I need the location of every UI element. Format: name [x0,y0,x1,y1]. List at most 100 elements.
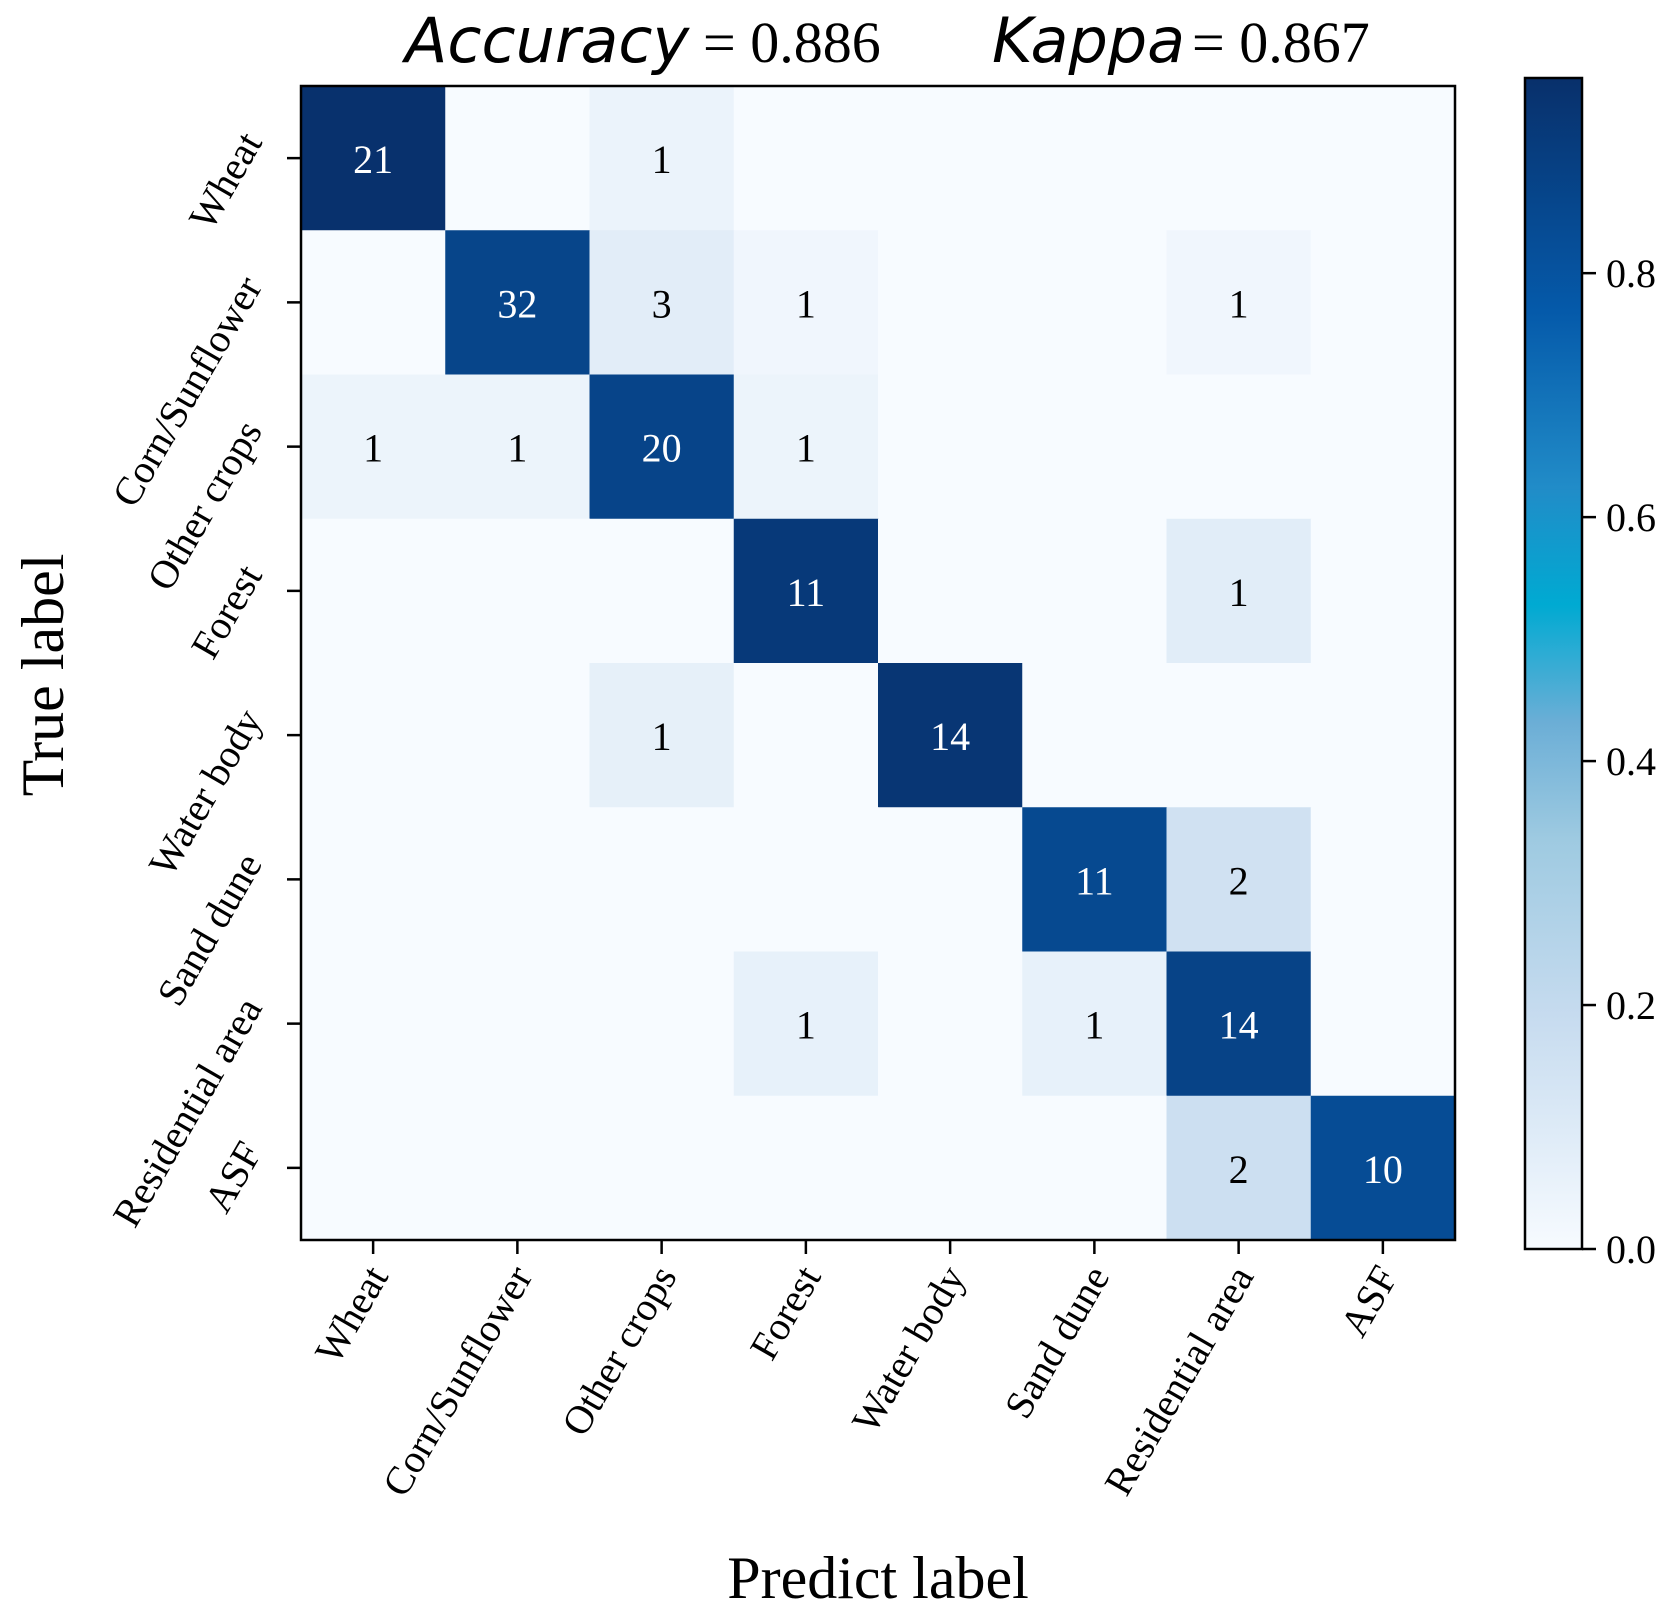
heatmap-cell [1310,374,1456,520]
x-tick-label: Wheat [306,1258,397,1371]
heatmap-cell [445,663,591,808]
x-tick-label: Corn/Sunflower [373,1258,541,1504]
heatmap-cell [1310,1095,1456,1241]
cell-value-label: 21 [353,137,393,182]
x-tick-label: Other crops [553,1258,686,1443]
x-tick-label: Residential area [1095,1258,1262,1503]
heatmap-cell [1310,663,1456,808]
cell-value-label: 1 [1084,1003,1104,1048]
heatmap-cell [1022,518,1168,664]
heatmap-cell [1310,86,1456,231]
cell-value-label: 14 [930,714,970,759]
heatmap-cell [878,230,1023,376]
heatmap-cell [1022,1095,1168,1241]
heatmap-cell [301,951,446,1097]
heatmap-cell [589,374,735,520]
kappa-label: Kappa [992,4,1185,77]
y-tick-label: ASF [195,1134,271,1220]
y-tick-label: Water body [140,701,271,883]
cell-value-label: 20 [642,426,682,471]
heatmap-cell [1022,230,1168,376]
heatmap-cell [445,518,591,664]
heatmap-cell [733,807,879,953]
heatmap-cell [878,86,1023,231]
heatmap-cell [445,86,591,231]
heatmap-cell [445,807,591,953]
colorbar [1523,76,1584,1251]
heatmap-cell [589,663,735,808]
heatmap-cell [301,230,446,376]
heatmap-cell [301,807,446,953]
heatmap-cell [1166,1095,1312,1241]
heatmap-cell [301,1095,446,1241]
heatmap-cell [445,1095,591,1241]
heatmap-cell [301,374,446,520]
heatmap-cell [1310,518,1456,664]
cell-value-label: 1 [1229,570,1249,615]
cell-value-label: 14 [1219,1003,1259,1048]
heatmap-cell [589,807,735,953]
cell-value-label: 1 [652,714,672,759]
heatmap-cell [1166,86,1312,231]
cell-value-label: 10 [1363,1147,1403,1192]
plot-frame [299,84,1457,1242]
colorbar-ticks: 0.0 0.2 0.4 0.6 0.8 [1582,251,1656,1272]
heatmap-cell [733,1095,879,1241]
heatmap-cell [733,230,879,376]
heatmap-cell [1022,374,1168,520]
cell-value-label: 11 [1075,858,1114,903]
heatmap-cell [589,86,735,231]
heatmap-cell [1166,518,1312,664]
heatmap-cell [589,230,735,376]
colorbar-tick-label: 0.4 [1606,739,1656,784]
heatmap-cell [733,951,879,1097]
colorbar-tick-label: 0.8 [1606,251,1656,296]
heatmap-cell [1166,951,1312,1097]
colorbar-tick-label: 0.2 [1606,983,1656,1028]
heatmap-cell [1310,807,1456,953]
x-axis-label: Predict label [727,1545,1029,1611]
heatmap-cell [301,86,446,231]
accuracy-value: = 0.886 [703,10,881,75]
cell-value-label: 3 [652,281,672,326]
heatmap-cell [878,518,1023,664]
x-tick-label: Water body [843,1258,974,1440]
heatmap-cell [589,951,735,1097]
cell-value-label: 1 [363,426,383,471]
cell-value-label: 1 [796,281,816,326]
heatmap-cell [589,518,735,664]
heatmap-cell [301,663,446,808]
y-tick-label: Forest [182,557,271,666]
heatmap-cell [1022,807,1168,953]
cell-value-label: 1 [1229,281,1249,326]
x-tick-label: Sand dune [995,1258,1118,1426]
heatmap-cell [733,518,879,664]
heatmap-cell [878,374,1023,520]
heatmap-cell [1022,86,1168,231]
heatmap-cell [878,663,1023,808]
heatmap-cell [445,374,591,520]
heatmap-cells [301,86,1456,1241]
heatmap-cell [1166,663,1312,808]
heatmap-cell [445,230,591,376]
kappa-value: = 0.867 [1192,10,1370,75]
accuracy-label: Accuracy [401,4,690,77]
x-tick-label: Forest [741,1258,830,1367]
colorbar-tick-label: 0.6 [1606,495,1656,540]
heatmap-cell [1022,663,1168,808]
cell-value-label: 1 [796,426,816,471]
heatmap-cell [301,518,446,664]
cell-value-label: 32 [497,281,537,326]
heatmap-cell [733,86,879,231]
heatmap-cell [1022,951,1168,1097]
x-tick-label: ASF [1331,1258,1407,1344]
chart-title: Accuracy = 0.886 Kappa = 0.867 [401,4,1370,77]
cell-value-label: 2 [1229,1147,1249,1192]
cell-value-label: 2 [1229,858,1249,903]
colorbar-tick-label: 0.0 [1606,1227,1656,1272]
heatmap-cell [1310,230,1456,376]
